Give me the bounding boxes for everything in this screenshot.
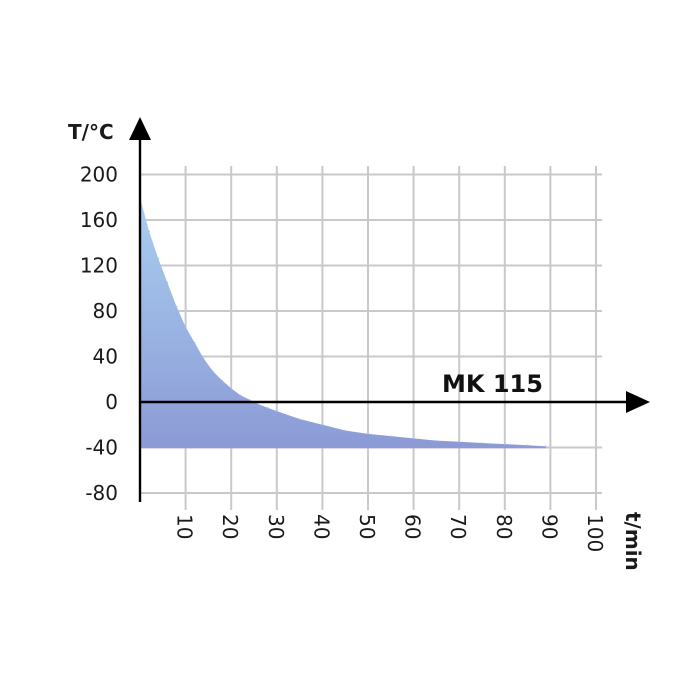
grid — [140, 166, 602, 510]
y-axis-arrow — [129, 117, 151, 140]
x-axis-label: t/min — [621, 512, 645, 571]
data-point — [221, 379, 223, 382]
y-tick-label: 40 — [93, 345, 118, 369]
data-point — [504, 443, 506, 445]
x-tick-label: 50 — [355, 514, 379, 539]
x-tick-label: 100 — [583, 514, 607, 552]
x-tick-label: 20 — [218, 514, 242, 539]
y-tick-label: 160 — [80, 208, 118, 232]
data-point — [526, 444, 529, 447]
data-point — [276, 410, 278, 412]
x-tick-label: 60 — [401, 514, 425, 539]
y-tick-label: 120 — [80, 254, 118, 278]
data-point — [175, 305, 178, 308]
series-annotation: MK 115 — [442, 370, 543, 398]
data-point — [321, 423, 324, 426]
data-point — [435, 439, 438, 442]
x-tick-label: 10 — [173, 514, 197, 539]
y-axis-label: T/°C — [68, 120, 114, 144]
data-point — [193, 342, 196, 344]
x-tick-label: 90 — [537, 514, 561, 539]
data-point — [412, 437, 415, 440]
x-tick-label: 30 — [264, 514, 288, 539]
axes — [129, 117, 650, 502]
data-point — [298, 418, 301, 420]
data-point — [458, 441, 461, 443]
data-point — [367, 433, 369, 435]
y-tick-label: 200 — [80, 163, 118, 187]
data-point — [481, 442, 483, 444]
data-point — [157, 257, 160, 260]
data-point — [344, 429, 347, 432]
x-tick-label: 80 — [492, 514, 516, 539]
area-layer — [139, 196, 547, 449]
data-point — [257, 403, 260, 406]
y-tick-label: -80 — [85, 481, 118, 505]
data-point — [266, 406, 269, 409]
x-axis-arrow — [626, 391, 650, 413]
data-point — [166, 281, 169, 284]
data-point — [545, 445, 547, 448]
data-point — [212, 370, 214, 373]
labels: T/°C MK 115 t/min 200 160 120 80 40 0 -40 -80 10… — [68, 120, 645, 571]
x-tick-label: 40 — [309, 514, 333, 539]
data-point — [184, 326, 187, 328]
y-tick-label: 80 — [93, 299, 118, 323]
data-point — [248, 398, 251, 401]
y-tick-label: -40 — [85, 436, 118, 460]
data-point — [203, 357, 205, 360]
x-tick-label: 70 — [446, 514, 470, 539]
cooling-curve-area — [140, 197, 546, 448]
data-point — [230, 387, 232, 390]
data-point — [239, 394, 242, 396]
y-tick-label: 0 — [105, 390, 118, 414]
data-point — [390, 435, 392, 437]
data-point — [148, 230, 150, 233]
